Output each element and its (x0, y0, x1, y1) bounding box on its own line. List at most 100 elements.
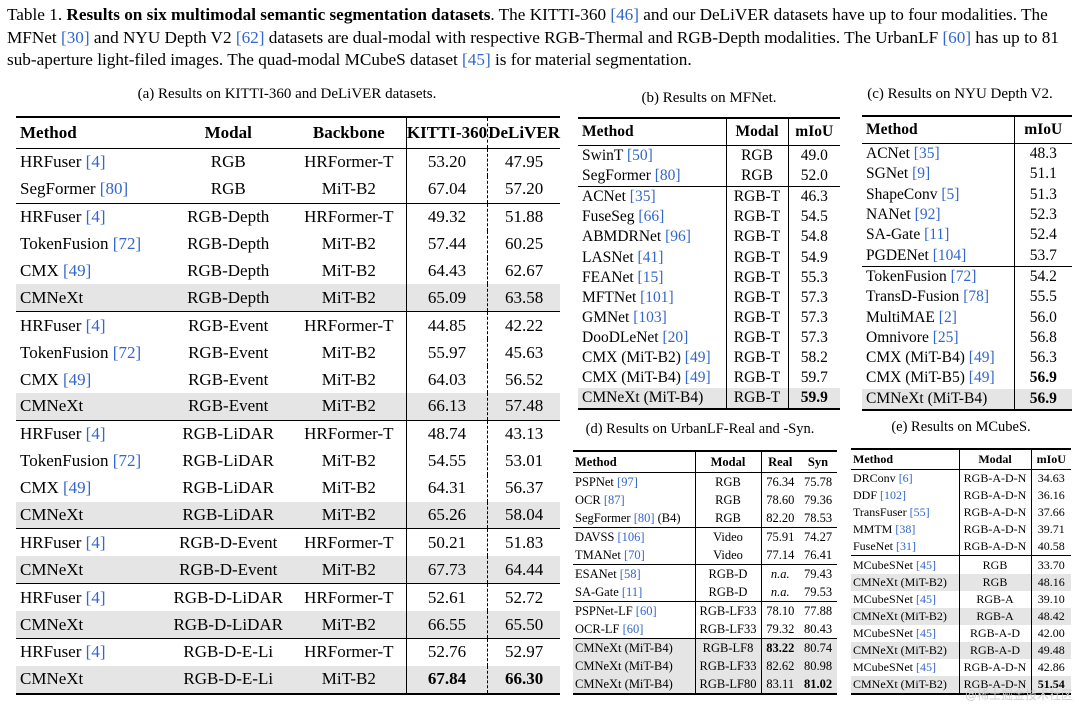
table-row: CMX (MiT-B4) [49] RGB-T 59.7 (578, 368, 840, 389)
miou-value: 37.66 (1037, 505, 1065, 520)
citation-link[interactable]: [4] (85, 315, 106, 335)
modal-cell: RGB-D (695, 564, 762, 583)
citation-link[interactable]: [30] (60, 27, 90, 47)
miou-value: 56.3 (1029, 349, 1057, 367)
citation-link[interactable]: [11] (924, 226, 950, 244)
method-cell: CMNeXt (MiT-B2) (851, 676, 960, 696)
table-row: ESANet [58] RGB-D n.a. 79.43 (573, 564, 837, 583)
syn-value: 74.27 (799, 527, 837, 546)
citation-link[interactable]: [72] (112, 342, 142, 362)
method-cell: HRFuser [4] (16, 638, 165, 666)
citation-link[interactable]: [60] (622, 621, 644, 636)
citation-link[interactable]: [80] (99, 179, 129, 199)
citation-link[interactable]: [49] (968, 349, 995, 367)
citation-link[interactable]: [4] (85, 424, 106, 444)
citation-link[interactable]: [80] (654, 167, 681, 185)
citation-link[interactable]: [106] (617, 529, 645, 544)
method-cell: TokenFusion [72] (16, 339, 165, 366)
backbone-cell: HRFormer-T (291, 311, 407, 340)
citation-link[interactable]: [25] (932, 328, 959, 346)
method-cell: CMX [49] (16, 366, 165, 393)
modal-cell: RGB-LF33 (695, 620, 762, 639)
citation-link[interactable]: [92] (914, 206, 941, 224)
method-cell: CMNeXt (16, 556, 165, 584)
citation-link[interactable]: [72] (112, 234, 142, 254)
citation-link[interactable]: [4] (85, 207, 106, 227)
citation-link[interactable]: [49] (62, 369, 92, 389)
citation-link[interactable]: [45] (462, 50, 491, 69)
citation-link[interactable]: [49] (684, 369, 711, 387)
backbone-cell: MiT-B2 (291, 284, 407, 312)
method-name: CMNeXt (20, 287, 84, 307)
citation-link[interactable]: [45] (916, 591, 936, 606)
citation-link[interactable]: [4] (85, 587, 106, 607)
citation-link[interactable]: [45] (916, 625, 936, 640)
table-row: CMNeXt RGB-LiDAR MiT-B2 65.26 58.04 (16, 501, 560, 529)
miou-value: 48.3 (1014, 143, 1072, 165)
citation-link[interactable]: [35] (629, 188, 656, 206)
kitti-value: 67.73 (406, 556, 489, 584)
table-row: MCubeSNet [45] RGB-A-D 42.00 (851, 624, 1071, 642)
citation-link[interactable]: [49] (968, 369, 995, 387)
citation-link[interactable]: [41] (637, 248, 664, 266)
header-row: Method Modal Backbone KITTI-360 DeLiVER (16, 116, 560, 149)
method-cell: ACNet [35] (862, 143, 1015, 165)
method-cell: CMNeXt (MiT-B4) (578, 388, 727, 411)
citation-link[interactable]: [60] (635, 603, 657, 618)
citation-link[interactable]: [60] (942, 27, 972, 47)
citation-link[interactable]: [5] (941, 185, 960, 203)
citation-link[interactable]: [45] (916, 660, 936, 675)
citation-link[interactable]: [58] (619, 566, 641, 581)
method-name: MMTM (853, 522, 893, 537)
citation-link[interactable]: [15] (637, 268, 664, 286)
method-name: HRFuser (20, 315, 82, 335)
citation-link[interactable]: [104] (932, 246, 967, 264)
citation-link[interactable]: [46] (610, 5, 639, 24)
miou-value: 53.7 (1029, 246, 1057, 264)
method-name: CMNeXt (20, 396, 84, 416)
method-cell: HRFuser [4] (16, 419, 165, 448)
citation-link[interactable]: [6] (898, 471, 913, 486)
citation-link[interactable]: [72] (950, 267, 977, 285)
method-name: FuseSeg (582, 208, 635, 226)
citation-link[interactable]: [4] (85, 642, 106, 662)
citation-link[interactable]: [49] (62, 261, 92, 280)
citation-link[interactable]: [55] (909, 505, 930, 520)
method-cell: MMTM [38] (851, 521, 960, 539)
citation-link[interactable]: [2] (938, 308, 957, 326)
citation-link[interactable]: [62] (235, 27, 265, 47)
citation-link[interactable]: [11] (621, 584, 643, 599)
citation-link[interactable]: [35] (913, 145, 940, 163)
citation-link[interactable]: [4] (85, 532, 106, 552)
modal-cell: RGB-T (726, 368, 789, 389)
citation-link[interactable]: [45] (916, 557, 936, 572)
deliver-value: 52.72 (487, 583, 560, 612)
citation-link[interactable]: [4] (85, 152, 106, 172)
citation-link[interactable]: [50] (626, 147, 653, 165)
citation-link[interactable]: [66] (638, 208, 665, 226)
real-value: 79.32 (766, 621, 795, 636)
citation-link[interactable]: [97] (617, 474, 638, 489)
method-cell: DRConv [6] (851, 469, 960, 488)
citation-link[interactable]: [9] (912, 165, 931, 183)
citation-link[interactable]: [49] (62, 478, 92, 498)
method-name: CMNeXt (MiT-B4) (575, 640, 673, 655)
citation-link[interactable]: [49] (684, 348, 711, 366)
citation-link[interactable]: [96] (665, 228, 691, 246)
citation-link[interactable]: [87] (603, 492, 625, 507)
citation-link[interactable]: [102] (880, 488, 907, 503)
citation-link[interactable]: [72] (112, 451, 142, 471)
backbone-cell: HRFormer-T (291, 528, 407, 557)
column-header: Modal (726, 117, 789, 146)
citation-link[interactable]: [38] (895, 522, 916, 537)
citation-link[interactable]: [78] (963, 288, 990, 306)
citation-link[interactable]: [31] (896, 539, 916, 554)
kitti-value: 54.55 (406, 447, 489, 475)
citation-link[interactable]: [103] (633, 308, 667, 326)
method-name: DAVSS (575, 529, 615, 544)
citation-link[interactable]: [70] (623, 547, 645, 562)
citation-link[interactable]: [80] (633, 510, 655, 525)
citation-link[interactable]: [101] (640, 288, 674, 306)
citation-link[interactable]: [20] (662, 328, 689, 346)
table-caption: Table 1. Results on six multimodal seman… (7, 4, 1075, 72)
